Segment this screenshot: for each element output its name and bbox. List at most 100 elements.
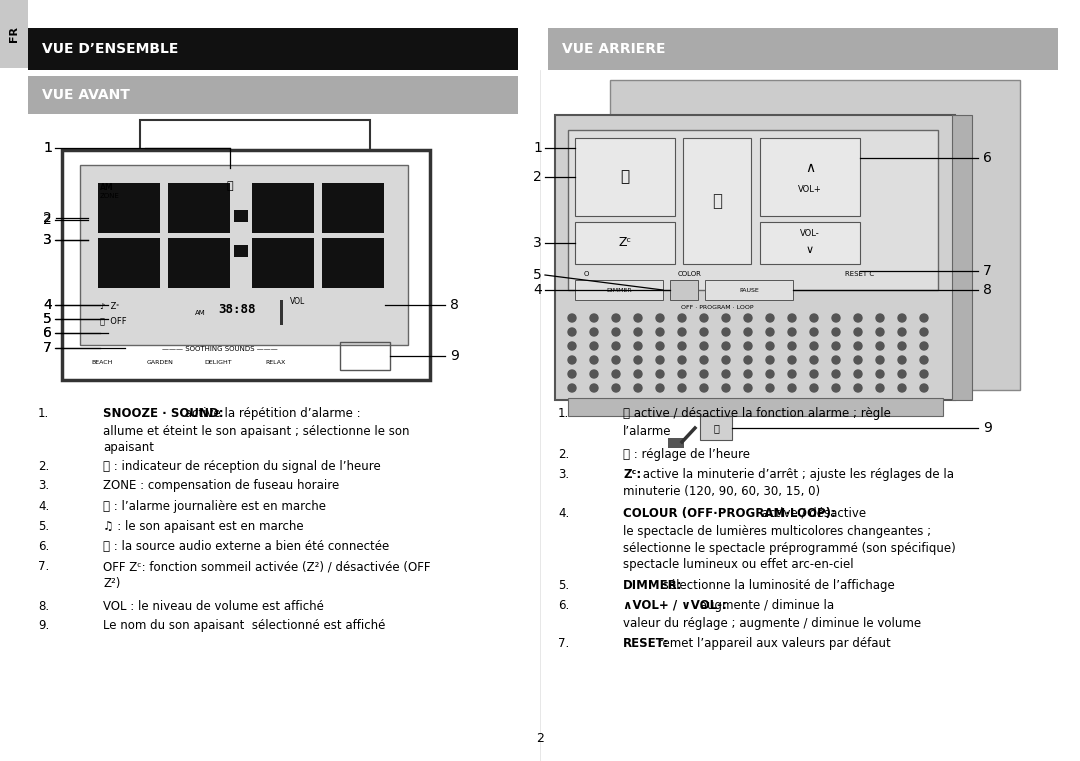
Text: 1: 1: [43, 141, 52, 155]
Bar: [28, 28, 518, 70]
Circle shape: [810, 314, 818, 322]
Text: FR: FR: [9, 26, 19, 42]
Text: 1: 1: [534, 141, 542, 155]
Circle shape: [634, 314, 642, 322]
Bar: [705, 280, 793, 300]
Text: RESET:: RESET:: [623, 637, 669, 650]
Circle shape: [568, 356, 576, 364]
Circle shape: [744, 328, 752, 336]
Text: 5: 5: [43, 312, 52, 326]
Text: DELIGHT: DELIGHT: [204, 360, 232, 365]
Circle shape: [656, 328, 664, 336]
Bar: [168, 183, 230, 288]
Text: 7: 7: [43, 341, 52, 355]
Circle shape: [634, 328, 642, 336]
Text: 8: 8: [983, 283, 991, 297]
Circle shape: [788, 356, 796, 364]
Text: 7: 7: [43, 341, 52, 355]
Text: Z²): Z²): [103, 577, 120, 590]
Text: 5.: 5.: [558, 579, 569, 592]
Circle shape: [568, 328, 576, 336]
Circle shape: [897, 328, 906, 336]
Circle shape: [612, 342, 620, 350]
Text: 1.: 1.: [558, 407, 569, 420]
Circle shape: [854, 370, 862, 378]
Text: ∨: ∨: [806, 245, 814, 255]
Circle shape: [590, 356, 598, 364]
Circle shape: [832, 370, 840, 378]
Text: 7.: 7.: [38, 560, 50, 573]
Circle shape: [612, 370, 620, 378]
Circle shape: [678, 384, 686, 392]
Text: sélectionne la luminosité de l’affichage: sélectionne la luminosité de l’affichage: [660, 579, 895, 592]
Circle shape: [723, 328, 730, 336]
Text: le spectacle de lumières multicolores changeantes ;: le spectacle de lumières multicolores ch…: [623, 525, 931, 538]
Text: 4: 4: [534, 283, 542, 297]
Circle shape: [656, 342, 664, 350]
Circle shape: [876, 384, 885, 392]
Circle shape: [723, 370, 730, 378]
Text: ZONE : compensation de fuseau horaire: ZONE : compensation de fuseau horaire: [103, 479, 339, 492]
Circle shape: [634, 384, 642, 392]
Text: 3: 3: [43, 233, 52, 247]
Bar: [322, 183, 384, 288]
Circle shape: [788, 384, 796, 392]
Text: ⦿ : réglage de l’heure: ⦿ : réglage de l’heure: [623, 448, 750, 461]
Circle shape: [568, 370, 576, 378]
Circle shape: [634, 370, 642, 378]
Circle shape: [568, 342, 576, 350]
Text: ∧: ∧: [805, 161, 815, 175]
Text: l’alarme: l’alarme: [623, 425, 672, 438]
Text: VOL-: VOL-: [800, 228, 820, 237]
Text: 6.: 6.: [38, 540, 50, 553]
Circle shape: [854, 342, 862, 350]
Text: 4.: 4.: [38, 500, 50, 513]
Circle shape: [897, 384, 906, 392]
Bar: [575, 222, 675, 264]
Circle shape: [854, 384, 862, 392]
Circle shape: [744, 342, 752, 350]
Circle shape: [723, 314, 730, 322]
Circle shape: [700, 314, 708, 322]
Bar: [280, 300, 283, 325]
Circle shape: [897, 370, 906, 378]
Circle shape: [854, 328, 862, 336]
Text: BEACH: BEACH: [92, 360, 112, 365]
Circle shape: [723, 356, 730, 364]
Bar: [0, 0, 28, 68]
Circle shape: [810, 370, 818, 378]
Text: 4: 4: [43, 298, 52, 312]
Text: Zᶜ:: Zᶜ:: [623, 468, 642, 481]
Bar: [683, 138, 751, 264]
Circle shape: [854, 314, 862, 322]
Circle shape: [876, 370, 885, 378]
Circle shape: [832, 384, 840, 392]
Circle shape: [832, 342, 840, 350]
Circle shape: [810, 356, 818, 364]
Bar: [252, 183, 314, 288]
Text: 2.: 2.: [38, 460, 50, 473]
Circle shape: [920, 356, 928, 364]
Text: 3: 3: [534, 236, 542, 250]
Circle shape: [766, 314, 774, 322]
Bar: [28, 76, 518, 114]
Text: RELAX: RELAX: [266, 360, 286, 365]
Bar: [760, 138, 860, 216]
Circle shape: [876, 342, 885, 350]
Circle shape: [854, 356, 862, 364]
Circle shape: [766, 328, 774, 336]
Text: 7.: 7.: [558, 637, 569, 650]
Text: 6: 6: [983, 151, 991, 165]
Text: valeur du réglage ; augmente / diminue le volume: valeur du réglage ; augmente / diminue l…: [623, 617, 921, 630]
Bar: [568, 398, 943, 416]
Circle shape: [920, 342, 928, 350]
Text: sélectionne le spectacle préprogrammé (son spécifique): sélectionne le spectacle préprogrammé (s…: [623, 542, 956, 555]
Text: Le nom du son apaisant  sélectionné est affiché: Le nom du son apaisant sélectionné est a…: [103, 619, 386, 632]
Bar: [670, 280, 698, 300]
Circle shape: [590, 314, 598, 322]
Text: 7: 7: [983, 264, 991, 278]
Text: apaisant: apaisant: [103, 441, 154, 454]
Bar: [252, 233, 314, 238]
Text: ⏰ active / désactive la fonction alarme ; règle: ⏰ active / désactive la fonction alarme …: [623, 407, 891, 420]
Text: ⦿ : la source audio externe a bien été connectée: ⦿ : la source audio externe a bien été c…: [103, 540, 389, 553]
